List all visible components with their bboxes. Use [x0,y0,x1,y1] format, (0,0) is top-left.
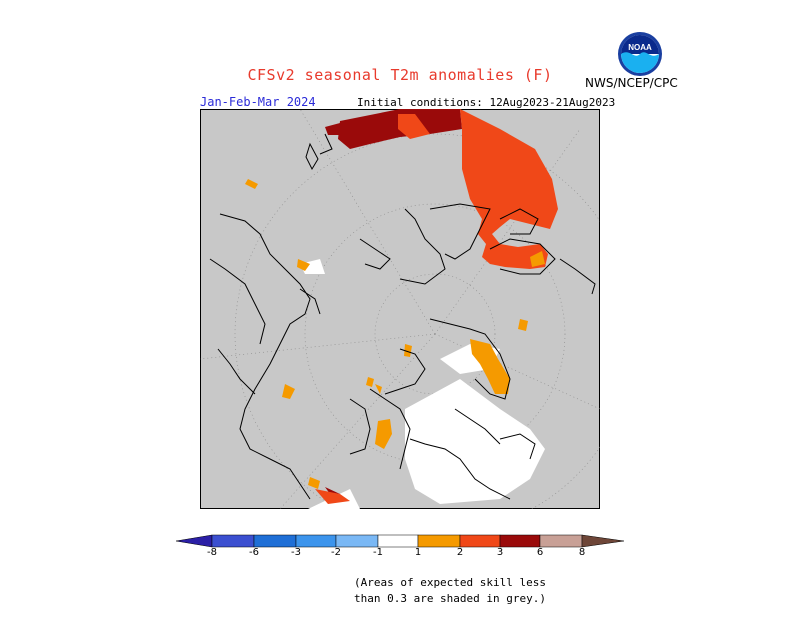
anomaly-orange [245,179,545,489]
colorbar-tick-label: 3 [496,547,504,558]
colorbar-tick-label: -8 [207,547,217,558]
colorbar-segment [499,534,541,548]
colorbar-tick-label: 8 [578,547,586,558]
colorbar-tick-label: 2 [456,547,464,558]
colorbar-tick-label: -1 [373,547,383,558]
colorbar-segment [417,534,461,548]
colorbar [170,530,630,556]
coastlines [209,133,596,500]
initial-conditions: Initial conditions: 12Aug2023-21Aug2023 [357,96,616,109]
colorbar-arrow-right [581,534,625,548]
noaa-logo: NOAA [616,30,664,82]
colorbar-segment [539,534,583,548]
colorbar-segment [377,534,419,548]
colorbar-tick-label: 6 [536,547,544,558]
colorbar-tick-label: -3 [291,547,301,558]
skill-note-line2: than 0.3 are shaded in grey.) [353,592,547,605]
forecast-period: Jan-Feb-Mar 2024 [200,95,316,109]
noaa-logo-text: NOAA [628,43,652,52]
colorbar-segment [211,534,255,548]
colorbar-segment [295,534,337,548]
colorbar-segment [459,534,501,548]
colorbar-segment [335,534,379,548]
polar-map [199,108,636,535]
colorbar-tick-label: 1 [414,547,422,558]
skill-note-line1: (Areas of expected skill less [353,576,547,589]
agency-label: NWS/NCEP/CPC [585,76,678,90]
colorbar-segment [253,534,297,548]
colorbar-arrow-left [175,534,213,548]
map-title: CFSv2 seasonal T2m anomalies (F) [247,66,553,84]
anomaly-red [315,109,558,504]
colorbar-tick-label: -6 [249,547,259,558]
colorbar-tick-label: -2 [331,547,341,558]
